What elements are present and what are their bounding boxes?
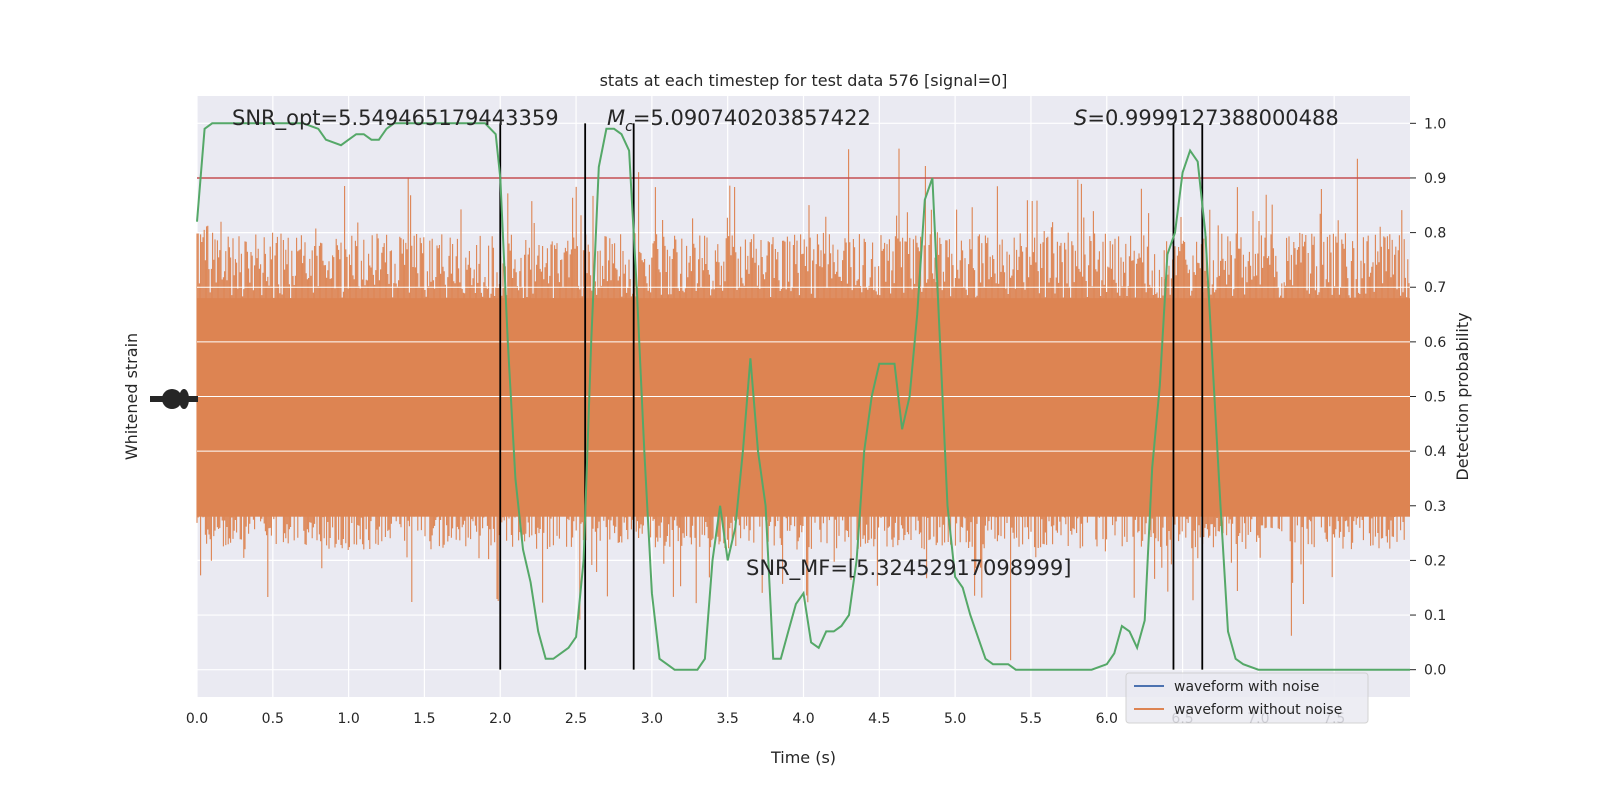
x-tick-label: 0.0 [186, 711, 208, 727]
x-tick-label: 0.5 [262, 711, 284, 727]
s-annotation: S=0.9999127388000488 [1074, 106, 1339, 130]
chirp-mass-annotation: Mc=5.090740203857422 [607, 106, 871, 135]
y-tick-label: 0.9 [1424, 171, 1446, 187]
y-tick-label: 0.0 [1424, 663, 1446, 679]
x-tick-label: 1.0 [337, 711, 359, 727]
x-tick-label: 4.0 [792, 711, 814, 727]
x-tick-label: 5.0 [944, 711, 966, 727]
y-right-tick-labels: 0.0 0.1 0.2 0.3 0.4 0.5 0.6 0.7 0.8 0.9 1.0 [1410, 116, 1446, 679]
y-tick-label: 1.0 [1424, 116, 1446, 132]
waveform-without-noise-series [196, 148, 1410, 661]
x-tick-label: 4.5 [868, 711, 890, 727]
legend-box [1125, 672, 1369, 724]
y-tick-label: 0.8 [1424, 226, 1446, 242]
snr-mf-annotation: SNR_MF=[5.32452917098999] [746, 556, 1071, 581]
x-tick-label: 3.0 [641, 711, 663, 727]
x-tick-label: 6.0 [1096, 711, 1118, 727]
y-axis-left-label: Whitened strain [122, 333, 141, 460]
y-tick-label: 0.6 [1424, 335, 1446, 351]
y-left-tick-labels-overlapped [150, 389, 198, 409]
detection-probability-line [196, 122, 1410, 671]
y-tick-label: 0.3 [1424, 499, 1446, 515]
y-tick-label: 0.2 [1424, 553, 1446, 569]
snr-opt-annotation: SNR_opt=5.549465179443359 [232, 106, 559, 131]
y-tick-label: 0.1 [1424, 608, 1446, 624]
x-tick-label: 3.5 [717, 711, 739, 727]
x-axis-label: Time (s) [770, 748, 836, 767]
y-axis-right-label: Detection probability [1453, 312, 1472, 480]
strain-core-band [197, 298, 1410, 517]
chart-title: stats at each timestep for test data 576… [600, 71, 1008, 90]
legend-label-with-noise: waveform with noise [1174, 679, 1319, 695]
x-tick-label: 2.0 [489, 711, 511, 727]
x-tick-label: 1.5 [413, 711, 435, 727]
y-tick-label: 0.7 [1424, 280, 1446, 296]
left-tick-blob-glyph [179, 389, 189, 409]
legend: waveform with noise waveform without noi… [1125, 672, 1369, 724]
left-tick-blob-glyph [162, 389, 182, 409]
legend-label-without-noise: waveform without noise [1174, 702, 1342, 718]
y-tick-label: 0.4 [1424, 444, 1446, 460]
x-tick-label: 5.5 [1020, 711, 1042, 727]
vertical-markers [499, 123, 1204, 670]
y-tick-label: 0.5 [1424, 390, 1446, 406]
x-tick-label: 2.5 [565, 711, 587, 727]
